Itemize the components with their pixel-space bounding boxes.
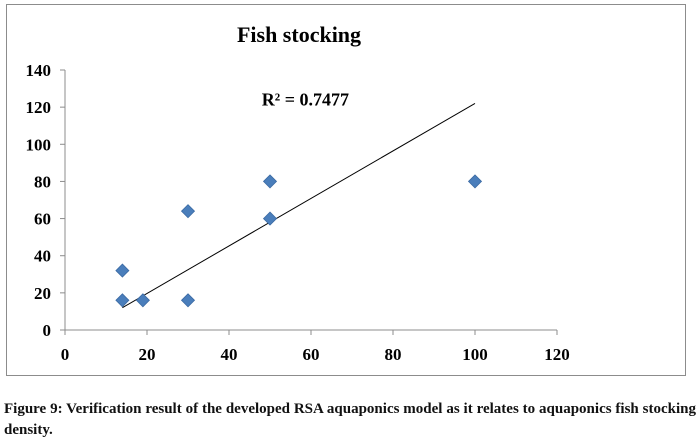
x-tick-label: 20: [139, 345, 156, 364]
data-point-diamond: [180, 293, 196, 308]
axes: 0 20 40 60 80 100 120 140 0 20 40 60 80 100 120: [26, 61, 570, 364]
annotations: R² = 0.7477: [262, 89, 349, 109]
scatter-chart: Fish stocking 0 20 40 60 80 100 120 140 0 20 40 60 8…: [26, 22, 570, 364]
y-tick-label: 60: [34, 210, 51, 229]
data-point-diamond: [262, 211, 278, 226]
y-tick-label: 20: [34, 284, 51, 303]
y-tick-label: 80: [34, 172, 51, 191]
x-tick-label: 100: [462, 345, 488, 364]
chart-frame: Fish stocking 0 20 40 60 80 100 120 140 0 20 40 60 8…: [6, 4, 686, 376]
y-tick-label: 120: [26, 98, 52, 117]
y-tick-label: 100: [26, 135, 52, 154]
y-tick-label: 0: [43, 321, 52, 340]
x-tick-label: 120: [544, 345, 570, 364]
r-squared-label: R² = 0.7477: [262, 89, 349, 109]
figure-caption: Figure 9: Verification result of the dev…: [4, 401, 696, 438]
data-point-diamond: [115, 293, 130, 308]
x-tick-label: 40: [221, 345, 238, 364]
data-point-diamond: [262, 174, 278, 189]
x-tick-label: 60: [303, 345, 320, 364]
data-point-diamond: [180, 204, 196, 219]
data-point-diamond: [135, 293, 150, 308]
data-points: [115, 174, 483, 308]
y-tick-label: 140: [26, 61, 52, 80]
data-point-diamond: [467, 174, 483, 189]
trendline-layer: [122, 102, 476, 309]
data-point-diamond: [115, 263, 130, 278]
x-tick-label: 80: [385, 345, 402, 364]
y-tick-label: 40: [34, 247, 51, 266]
x-tick-label: 0: [61, 345, 70, 364]
trendline: [122, 102, 476, 309]
chart-title: Fish stocking: [237, 22, 361, 47]
